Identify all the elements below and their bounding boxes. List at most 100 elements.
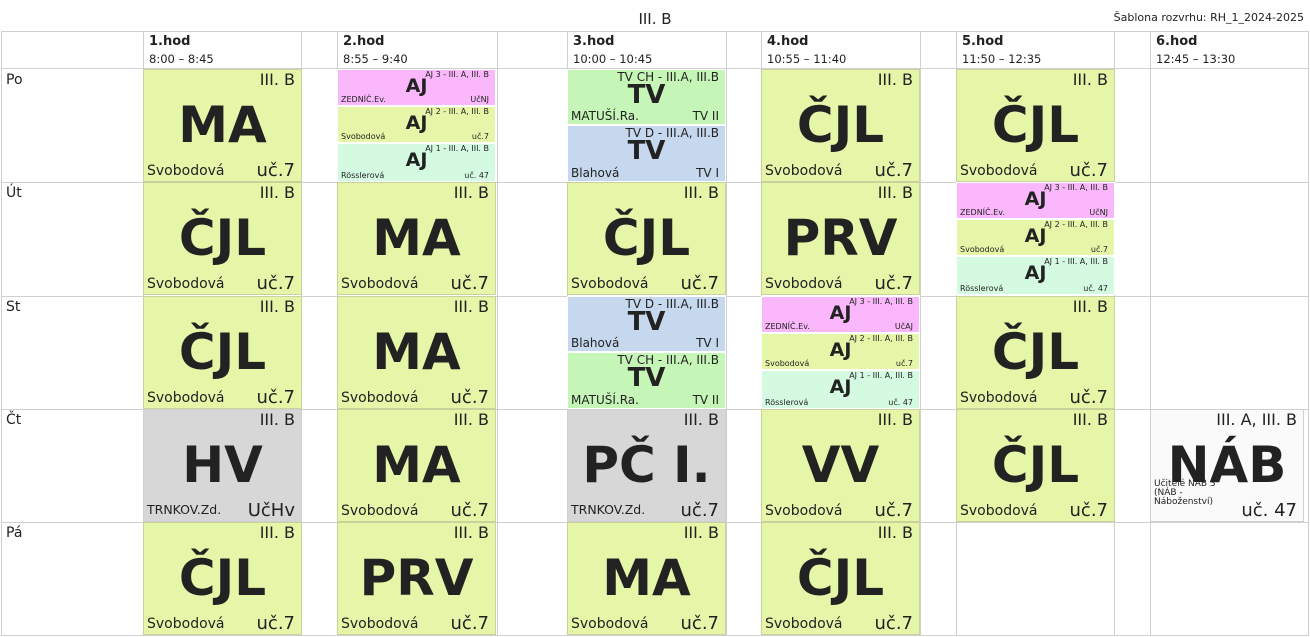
lesson-room: uč.7: [895, 359, 913, 368]
lesson-room: UčHv: [247, 500, 295, 521]
lesson-class: III. B: [1072, 297, 1108, 316]
day-label: Pá: [6, 525, 23, 541]
lesson-cell[interactable]: III. B MA Svobodová uč.7: [143, 69, 302, 182]
lesson-cell[interactable]: III. B VV Svobodová uč.7: [761, 409, 920, 522]
lesson-teacher: Svobodová: [765, 359, 810, 368]
lesson-cell[interactable]: III. B PRV Svobodová uč.7: [337, 522, 496, 635]
lesson-group-cell[interactable]: TV CH - III.A, III.B TV MATUŠÍ.Ra. TV II: [567, 352, 726, 409]
grid-line-vertical: [1, 31, 2, 635]
lesson-group-cell[interactable]: AJ 1 - III. A, III. B AJ Rösslerová uč. 47: [956, 256, 1115, 295]
lesson-room: uč.7: [680, 500, 719, 521]
lesson-group-cell[interactable]: AJ 2 - III. A, III. B AJ Svobodová uč.7: [761, 333, 920, 370]
lesson-group-cell[interactable]: AJ 2 - III. A, III. B AJ Svobodová uč.7: [337, 106, 496, 143]
period-time: 11:50 – 12:35: [962, 52, 1042, 66]
lesson-subject: TV: [627, 307, 666, 337]
lesson-class-group: TV CH - III.A, III.B: [617, 353, 719, 367]
period-header: 4.hod 10:55 – 11:40: [761, 33, 920, 67]
lesson-cell[interactable]: III. B MA Svobodová uč.7: [337, 296, 496, 409]
lesson-subject: MA: [602, 549, 691, 607]
lesson-subject: ČJL: [991, 96, 1080, 154]
lesson-room: uč.7: [874, 613, 913, 634]
lesson-cell[interactable]: III. B ČJL Svobodová uč.7: [567, 182, 726, 295]
grid-line-vertical: [497, 31, 498, 635]
lesson-teacher: Svobodová: [147, 163, 225, 179]
lesson-cell[interactable]: III. B ČJL Svobodová uč.7: [143, 522, 302, 635]
day-label: Po: [6, 72, 23, 88]
grid-line-vertical: [920, 31, 921, 635]
period-header: 6.hod 12:45 – 13:30: [1150, 33, 1304, 67]
lesson-group-cell[interactable]: TV D - III.A, III.B TV Blahová TV I: [567, 125, 726, 182]
lesson-cell[interactable]: III. B ČJL Svobodová uč.7: [956, 409, 1115, 522]
lesson-subject: AJ: [1024, 262, 1047, 284]
lesson-class-group: AJ 3 - III. A, III. B: [1044, 183, 1108, 192]
lesson-teacher: Svobodová: [147, 276, 225, 292]
lesson-teacher: Svobodová: [571, 276, 649, 292]
lesson-subject: ČJL: [178, 209, 267, 267]
lesson-group-cell[interactable]: AJ 1 - III. A, III. B AJ Rösslerová uč. 47: [337, 143, 496, 182]
lesson-cell[interactable]: III. B ČJL Svobodová uč.7: [143, 296, 302, 409]
lesson-cell[interactable]: III. B HV TRNKOV.Zd. UčHv: [143, 409, 302, 522]
lesson-class-group: TV D - III.A, III.B: [625, 126, 720, 140]
lesson-cell[interactable]: III. B ČJL Svobodová uč.7: [761, 69, 920, 182]
lesson-group-cell[interactable]: TV D - III.A, III.B TV Blahová TV I: [567, 296, 726, 352]
lesson-teacher: Svobodová: [765, 616, 843, 632]
grid-line-vertical: [726, 31, 727, 635]
page-title: III. B: [638, 10, 672, 28]
lesson-room: uč.7: [874, 273, 913, 294]
grid-line-horizontal: [1, 31, 1309, 32]
lesson-cell[interactable]: III. B PRV Svobodová uč.7: [761, 182, 920, 295]
lesson-teacher: Svobodová: [341, 616, 419, 632]
lesson-teacher: MATUŠÍ.Ra.: [571, 393, 639, 407]
lesson-cell[interactable]: III. B MA Svobodová uč.7: [337, 182, 496, 295]
lesson-class: III. B: [877, 183, 913, 202]
lesson-cell[interactable]: III. B MA Svobodová uč.7: [567, 522, 726, 635]
lesson-class-group: AJ 2 - III. A, III. B: [849, 334, 913, 343]
lesson-room: uč.7: [680, 273, 719, 294]
lesson-group-cell[interactable]: AJ 3 - III. A, III. B AJ ZEDNÍČ.Ev. UčNJ: [337, 69, 496, 106]
lesson-teacher: Učitelé NÁB 3 (NÁB - Náboženství): [1154, 479, 1216, 507]
lesson-room: TV I: [696, 336, 719, 350]
lesson-group-cell[interactable]: AJ 2 - III. A, III. B AJ Svobodová uč.7: [956, 219, 1115, 256]
lesson-subject: ČJL: [991, 323, 1080, 381]
lesson-subject: ČJL: [796, 96, 885, 154]
lesson-class-group: AJ 3 - III. A, III. B: [849, 297, 913, 306]
lesson-cell[interactable]: III. B ČJL Svobodová uč.7: [956, 296, 1115, 409]
lesson-room: UčAJ: [894, 322, 913, 331]
lesson-cell[interactable]: III. B ČJL Svobodová uč.7: [143, 182, 302, 295]
lesson-room: uč.7: [471, 132, 489, 141]
lesson-group-cell[interactable]: TV CH - III.A, III.B TV MATUŠÍ.Ra. TV II: [567, 69, 726, 125]
lesson-class: III. B: [259, 297, 295, 316]
lesson-class-group: AJ 3 - III. A, III. B: [425, 70, 489, 79]
lesson-cell[interactable]: III. B MA Svobodová uč.7: [337, 409, 496, 522]
lesson-teacher: ZEDNÍČ.Ev.: [765, 322, 810, 331]
grid-line-vertical: [1150, 31, 1151, 635]
period-number: 1.hod: [149, 34, 191, 49]
lesson-class: III. B: [453, 297, 489, 316]
lesson-class: III. B: [259, 183, 295, 202]
period-number: 4.hod: [767, 34, 809, 49]
period-header: 5.hod 11:50 – 12:35: [956, 33, 1115, 67]
lesson-room: uč.7: [256, 160, 295, 181]
lesson-cell[interactable]: III. A, III. B NÁB Učitelé NÁB 3 (NÁB - Ná…: [1150, 409, 1304, 522]
lesson-group-cell[interactable]: AJ 1 - III. A, III. B AJ Rösslerová uč. 47: [761, 370, 920, 409]
lesson-cell[interactable]: III. B ČJL Svobodová uč.7: [956, 69, 1115, 182]
lesson-group-cell[interactable]: AJ 3 - III. A, III. B AJ ZEDNÍČ.Ev. UčNJ: [956, 182, 1115, 219]
period-number: 5.hod: [962, 34, 1004, 49]
lesson-room: uč.7: [874, 160, 913, 181]
lesson-teacher: Svobodová: [765, 276, 843, 292]
lesson-teacher: TRNKOV.Zd.: [147, 502, 222, 517]
lesson-subject: ČJL: [796, 549, 885, 607]
lesson-class: III. B: [453, 523, 489, 542]
lesson-teacher: Svobodová: [960, 390, 1038, 406]
period-header: 3.hod 10:00 – 10:45: [567, 33, 726, 67]
lesson-room: uč.7: [256, 613, 295, 634]
lesson-cell[interactable]: III. B PČ I. TRNKOV.Zd. uč.7: [567, 409, 726, 522]
lesson-room: uč. 47: [1083, 284, 1108, 293]
lesson-group-cell[interactable]: AJ 3 - III. A, III. B AJ ZEDNÍČ.Ev. UčAJ: [761, 296, 920, 333]
lesson-teacher: MATUŠÍ.Ra.: [571, 109, 639, 123]
lesson-teacher: Blahová: [571, 166, 620, 180]
lesson-cell[interactable]: III. B ČJL Svobodová uč.7: [761, 522, 920, 635]
grid-line-horizontal: [1, 635, 1309, 636]
lesson-class: III. B: [683, 183, 719, 202]
lesson-teacher: Svobodová: [341, 390, 419, 406]
